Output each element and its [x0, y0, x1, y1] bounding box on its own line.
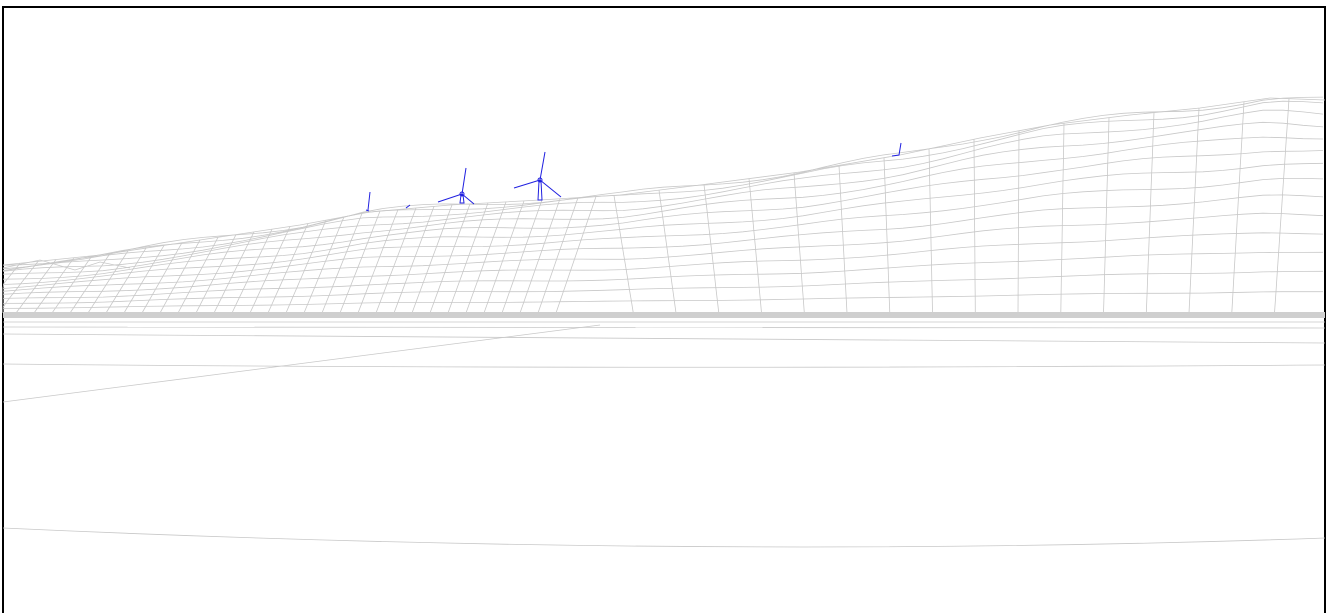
mesh-line: [2, 262, 21, 313]
horizon-band: [3, 312, 1325, 318]
mesh-line: [267, 223, 309, 314]
mesh-line: [15, 259, 57, 314]
mesh-line: [321, 213, 363, 314]
mesh-line: [2, 194, 1324, 289]
mesh-line: [231, 229, 273, 314]
mesh-line: [555, 196, 597, 314]
mesh-line: [973, 139, 976, 314]
mesh-line: [87, 250, 129, 314]
mesh-line: [703, 184, 720, 314]
mesh-line: [1231, 101, 1245, 314]
ground-line: [2, 527, 1326, 548]
mesh-line: [613, 195, 634, 314]
mesh-line: [2, 162, 1324, 280]
mesh-line: [51, 255, 93, 314]
mesh-line: [159, 239, 201, 314]
mesh-line: [69, 253, 111, 314]
mesh-line: [339, 210, 381, 314]
mesh-line: [1274, 98, 1290, 314]
mesh-line: [33, 257, 75, 314]
mesh-line: [793, 172, 805, 314]
mesh-line: [483, 200, 525, 314]
wind-turbine: [891, 142, 902, 157]
mesh-line: [1145, 112, 1155, 314]
mesh-line: [2, 270, 1324, 304]
mesh-line: [123, 245, 165, 314]
mesh-line: [195, 234, 237, 314]
mesh-line: [1060, 123, 1065, 314]
ground-line: [2, 324, 601, 403]
mesh-line: [658, 190, 677, 314]
mesh-line: [2, 109, 1324, 271]
mesh-line: [2, 291, 1323, 309]
ground-line: [2, 326, 1326, 329]
wind-turbine: [405, 204, 411, 209]
mesh-line: [1017, 130, 1020, 314]
mesh-line: [537, 197, 579, 314]
mesh-line: [2, 178, 1324, 285]
mesh-line: [1188, 108, 1200, 314]
mesh-line: [838, 165, 848, 314]
mesh-line: [249, 226, 291, 314]
wind-turbine: [365, 191, 371, 212]
distant-hills: [2, 259, 131, 271]
mesh-line: [2, 261, 39, 313]
mesh-line: [501, 199, 543, 314]
mesh-line: [2, 121, 1324, 272]
mesh-line: [105, 247, 147, 314]
mesh-line: [465, 201, 507, 314]
mesh-line: [883, 157, 891, 314]
viewport-frame: [2, 6, 1326, 613]
mesh-line: [2, 212, 1324, 292]
wind-turbine: [437, 167, 475, 205]
mesh-line: [519, 198, 561, 314]
mesh-line: [447, 202, 489, 314]
mesh-line: [411, 204, 453, 314]
mesh-line: [393, 206, 435, 314]
mesh-line: [303, 216, 345, 314]
wind-turbines: [365, 142, 902, 212]
mesh-line: [357, 209, 399, 314]
mesh-line: [141, 242, 183, 314]
mesh-line: [2, 96, 1324, 266]
mesh-line: [2, 100, 1324, 270]
mesh-line: [1103, 117, 1110, 314]
mesh-line: [177, 237, 219, 314]
ground-line: [2, 363, 1326, 368]
mesh-line: [375, 207, 417, 314]
terrain-mesh: [2, 96, 1326, 314]
mesh-line: [213, 231, 255, 314]
mesh-line: [928, 148, 933, 314]
mesh-line: [2, 232, 1324, 295]
wind-turbine: [513, 151, 562, 201]
mesh-line: [748, 178, 762, 314]
mesh-line: [285, 220, 327, 314]
mesh-line: [2, 251, 1324, 299]
mesh-line: [2, 97, 1326, 266]
mesh-line: [429, 203, 471, 314]
mesh-line: [2, 136, 1324, 272]
